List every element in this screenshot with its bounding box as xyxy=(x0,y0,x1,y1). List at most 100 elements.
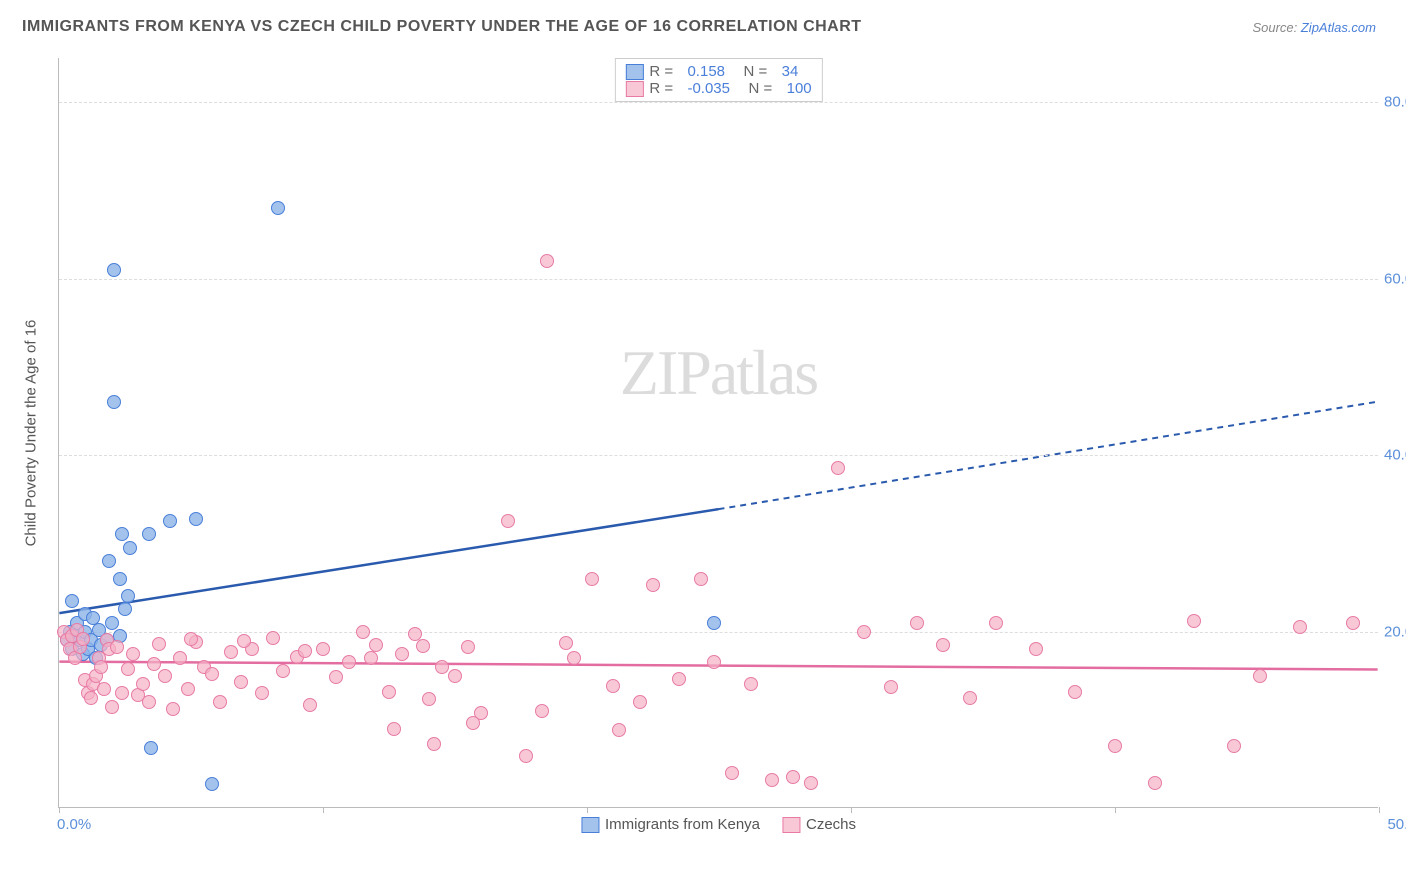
data-point xyxy=(540,254,554,268)
data-point xyxy=(416,639,430,653)
data-point xyxy=(1148,776,1162,790)
x-tick xyxy=(1115,807,1116,813)
data-point xyxy=(136,677,150,691)
data-point xyxy=(105,616,119,630)
data-point xyxy=(744,677,758,691)
stats-row: R = -0.035 N = 100 xyxy=(625,80,811,97)
data-point xyxy=(1108,739,1122,753)
data-point xyxy=(633,695,647,709)
y-axis-title: Child Poverty Under the Age of 16 xyxy=(23,319,40,546)
data-point xyxy=(97,682,111,696)
data-point xyxy=(694,572,708,586)
gridline xyxy=(59,279,1378,280)
x-tick xyxy=(587,807,588,813)
data-point xyxy=(110,640,124,654)
data-point xyxy=(76,632,90,646)
r-label: R = xyxy=(649,63,681,80)
data-point xyxy=(989,616,1003,630)
y-tick-label: 20.0% xyxy=(1384,623,1406,640)
data-point xyxy=(501,514,515,528)
data-point xyxy=(519,749,533,763)
data-point xyxy=(224,645,238,659)
data-point xyxy=(163,514,177,528)
data-point xyxy=(144,741,158,755)
data-point xyxy=(184,632,198,646)
data-point xyxy=(427,737,441,751)
data-point xyxy=(107,395,121,409)
x-tick-label: 50.0% xyxy=(1387,816,1406,833)
r-label: R = xyxy=(649,80,681,97)
data-point xyxy=(126,647,140,661)
data-point xyxy=(316,642,330,656)
data-point xyxy=(585,572,599,586)
data-point xyxy=(1187,614,1201,628)
legend-label: Czechs xyxy=(806,816,856,833)
data-point xyxy=(1227,739,1241,753)
data-point xyxy=(422,692,436,706)
data-point xyxy=(107,263,121,277)
data-point xyxy=(298,644,312,658)
data-point xyxy=(910,616,924,630)
data-point xyxy=(166,702,180,716)
data-point xyxy=(535,704,549,718)
gridline xyxy=(59,102,1378,103)
data-point xyxy=(804,776,818,790)
legend-label: Immigrants from Kenya xyxy=(605,816,760,833)
n-label: N = xyxy=(736,80,781,97)
data-point xyxy=(94,660,108,674)
data-point xyxy=(567,651,581,665)
x-tick xyxy=(1379,807,1380,813)
data-point xyxy=(147,657,161,671)
correlation-chart: IMMIGRANTS FROM KENYA VS CZECH CHILD POV… xyxy=(10,10,1396,882)
series-legend: Immigrants from Kenya Czechs xyxy=(581,816,856,833)
data-point xyxy=(725,766,739,780)
data-point xyxy=(213,695,227,709)
data-point xyxy=(237,634,251,648)
source-prefix: Source: xyxy=(1252,20,1300,35)
legend-item: Immigrants from Kenya xyxy=(581,816,760,833)
data-point xyxy=(121,662,135,676)
data-point xyxy=(181,682,195,696)
chart-title: IMMIGRANTS FROM KENYA VS CZECH CHILD POV… xyxy=(22,18,862,36)
data-point xyxy=(205,777,219,791)
y-tick-label: 60.0% xyxy=(1384,270,1406,287)
data-point xyxy=(466,716,480,730)
data-point xyxy=(118,602,132,616)
y-tick-label: 80.0% xyxy=(1384,94,1406,111)
data-point xyxy=(435,660,449,674)
data-point xyxy=(364,651,378,665)
data-point xyxy=(102,554,116,568)
data-point xyxy=(189,512,203,526)
gridline xyxy=(59,632,1378,633)
data-point xyxy=(672,672,686,686)
data-point xyxy=(831,461,845,475)
data-point xyxy=(123,541,137,555)
data-point xyxy=(255,686,269,700)
source-attribution[interactable]: Source: ZipAtlas.com xyxy=(1252,20,1376,35)
x-tick-label: 0.0% xyxy=(57,816,91,833)
data-point xyxy=(387,722,401,736)
data-point xyxy=(205,667,219,681)
legend-swatch xyxy=(782,817,800,833)
data-point xyxy=(1029,642,1043,656)
data-point xyxy=(1253,669,1267,683)
data-point xyxy=(646,578,660,592)
stats-legend-box: R = 0.158 N = 34R = -0.035 N = 100 xyxy=(614,58,822,102)
source-name: ZipAtlas.com xyxy=(1301,20,1376,35)
data-point xyxy=(1068,685,1082,699)
data-point xyxy=(765,773,779,787)
data-point xyxy=(115,686,129,700)
gridline xyxy=(59,455,1378,456)
legend-swatch xyxy=(625,81,643,97)
watermark: ZIPatlas xyxy=(620,336,817,410)
data-point xyxy=(303,698,317,712)
data-point xyxy=(448,669,462,683)
data-point xyxy=(559,636,573,650)
data-point xyxy=(121,589,135,603)
data-point xyxy=(115,527,129,541)
legend-swatch xyxy=(581,817,599,833)
x-tick xyxy=(59,807,60,813)
r-value: -0.035 xyxy=(687,80,730,97)
data-point xyxy=(65,594,79,608)
legend-item: Czechs xyxy=(782,816,856,833)
